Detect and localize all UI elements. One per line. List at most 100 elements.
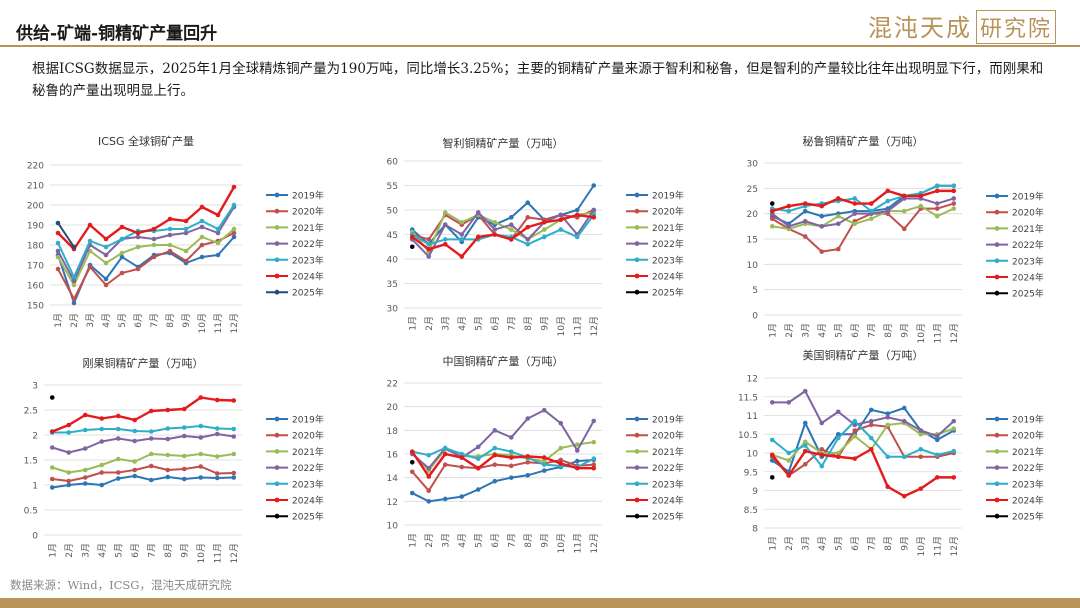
data-point (835, 450, 841, 456)
data-point (181, 433, 187, 439)
chart-title: 中国铜精矿产量（万吨） (443, 354, 564, 368)
data-point (214, 426, 220, 431)
legend-marker (634, 225, 640, 230)
x-tick-label: 3月 (800, 323, 811, 338)
data-point (786, 224, 792, 229)
x-tick-label: 11月 (932, 536, 943, 556)
legend-marker (994, 449, 1000, 454)
data-point (115, 436, 121, 441)
data-point (819, 213, 825, 219)
series-line-2024年 (771, 189, 954, 213)
y-tick-label: 16 (387, 451, 399, 461)
data-point (183, 218, 189, 224)
x-tick-label: 11月 (572, 533, 583, 553)
data-point (426, 465, 432, 471)
y-tick-label: 8 (752, 525, 758, 535)
legend-marker (994, 432, 1000, 438)
data-point (934, 452, 940, 458)
data-point (198, 435, 204, 440)
data-point (231, 398, 237, 403)
legend-label: 2022年 (652, 462, 684, 474)
data-point (918, 203, 924, 209)
data-point (82, 475, 88, 480)
x-tick-label: 1月 (407, 533, 418, 548)
data-point (868, 407, 874, 413)
y-tick-label: 0 (32, 532, 38, 542)
data-point (951, 426, 957, 431)
legend-marker (274, 273, 280, 279)
header-divider (0, 45, 1080, 47)
data-point (49, 485, 55, 490)
x-tick-label: 1月 (767, 536, 778, 551)
data-point (99, 462, 105, 468)
series-line-2022年 (772, 390, 955, 438)
legend-label: 2025年 (652, 287, 684, 299)
page-title: 供给-矿端-铜精矿产量回升 (16, 24, 218, 44)
data-point (49, 395, 55, 400)
data-point (132, 438, 138, 444)
x-tick-label: 6月 (130, 543, 141, 558)
legend-marker (274, 481, 280, 487)
data-point (885, 208, 891, 214)
data-point (99, 439, 105, 444)
data-point (475, 465, 481, 471)
x-tick-label: 4月 (817, 536, 828, 551)
data-point (574, 234, 580, 240)
data-point (103, 244, 109, 250)
x-tick-label: 9月 (899, 323, 910, 338)
legend-marker (994, 513, 1000, 519)
x-tick-label: 2月 (784, 536, 795, 551)
data-point (786, 208, 792, 214)
data-point (852, 211, 858, 216)
x-tick-label: 9月 (899, 536, 910, 551)
data-point (525, 200, 531, 205)
data-point (819, 452, 825, 458)
data-point (885, 198, 891, 204)
x-tick-label: 12月 (589, 533, 600, 553)
y-tick-label: 9.5 (744, 468, 758, 478)
data-point (508, 463, 514, 469)
y-tick-label: 10 (747, 261, 759, 271)
series-line-2019年 (771, 407, 955, 473)
legend-marker (274, 465, 280, 470)
data-point (183, 226, 189, 232)
legend-label: 2021年 (1012, 446, 1044, 458)
data-point (475, 456, 481, 462)
data-point (231, 470, 237, 476)
data-point (525, 237, 531, 242)
data-point (119, 270, 125, 276)
data-point (769, 452, 775, 458)
series-line-2023年 (772, 184, 954, 213)
data-point (885, 188, 891, 194)
x-tick-label: 2月 (424, 533, 435, 548)
data-point (215, 226, 221, 232)
data-point (119, 250, 125, 256)
data-point (852, 433, 858, 439)
data-point (442, 210, 448, 215)
legend-marker (994, 290, 1000, 296)
data-point (459, 455, 465, 460)
data-point (231, 226, 237, 232)
data-point (71, 282, 77, 288)
legend-marker (274, 257, 280, 263)
legend-marker (274, 416, 280, 422)
data-point (525, 459, 531, 465)
data-point (442, 222, 448, 227)
x-tick-label: 1月 (407, 316, 418, 331)
data-point (819, 463, 825, 469)
legend-marker (274, 289, 280, 295)
data-point (541, 462, 547, 467)
legend-marker (634, 481, 640, 487)
data-point (49, 465, 55, 470)
chart-title: ICSG 全球铜矿产量 (98, 134, 194, 148)
x-tick-label: 10月 (556, 316, 567, 336)
data-point (459, 451, 465, 457)
legend-marker (634, 257, 640, 263)
data-point (835, 221, 841, 227)
y-tick-label: 0.5 (24, 507, 38, 517)
data-point (819, 203, 825, 209)
data-point (901, 226, 907, 232)
data-point (934, 206, 940, 211)
y-tick-label: 20 (747, 210, 759, 220)
data-point (802, 218, 808, 224)
